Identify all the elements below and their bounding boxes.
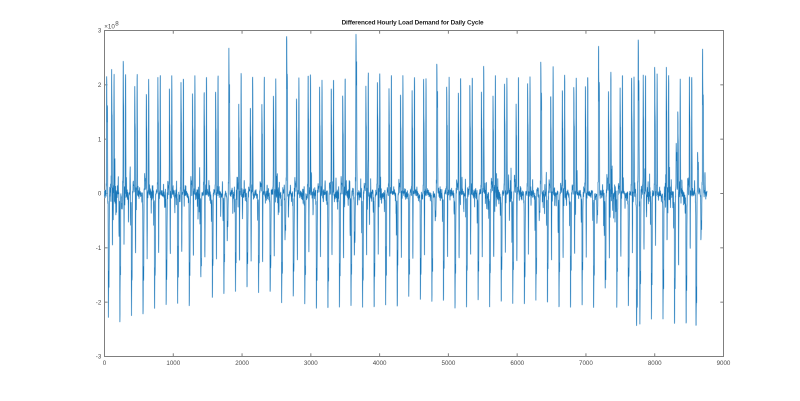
svg-text:1: 1 <box>98 136 102 143</box>
svg-text:4000: 4000 <box>373 360 387 367</box>
svg-text:2000: 2000 <box>235 360 249 367</box>
svg-text:×10: ×10 <box>104 23 115 30</box>
svg-text:0: 0 <box>103 360 107 367</box>
svg-text:3000: 3000 <box>304 360 318 367</box>
svg-text:1000: 1000 <box>166 360 180 367</box>
svg-text:7000: 7000 <box>579 360 593 367</box>
svg-text:-2: -2 <box>96 299 102 306</box>
svg-text:8000: 8000 <box>648 360 662 367</box>
svg-text:2: 2 <box>98 82 102 89</box>
svg-text:Differenced Hourly Load Demand: Differenced Hourly Load Demand for Daily… <box>342 20 484 27</box>
svg-text:9000: 9000 <box>717 360 731 367</box>
svg-text:0: 0 <box>98 191 102 198</box>
svg-text:8: 8 <box>115 21 119 28</box>
svg-text:-3: -3 <box>96 354 102 361</box>
svg-text:5000: 5000 <box>442 360 456 367</box>
svg-text:3: 3 <box>98 28 102 35</box>
svg-text:6000: 6000 <box>510 360 524 367</box>
svg-text:-1: -1 <box>96 245 102 252</box>
